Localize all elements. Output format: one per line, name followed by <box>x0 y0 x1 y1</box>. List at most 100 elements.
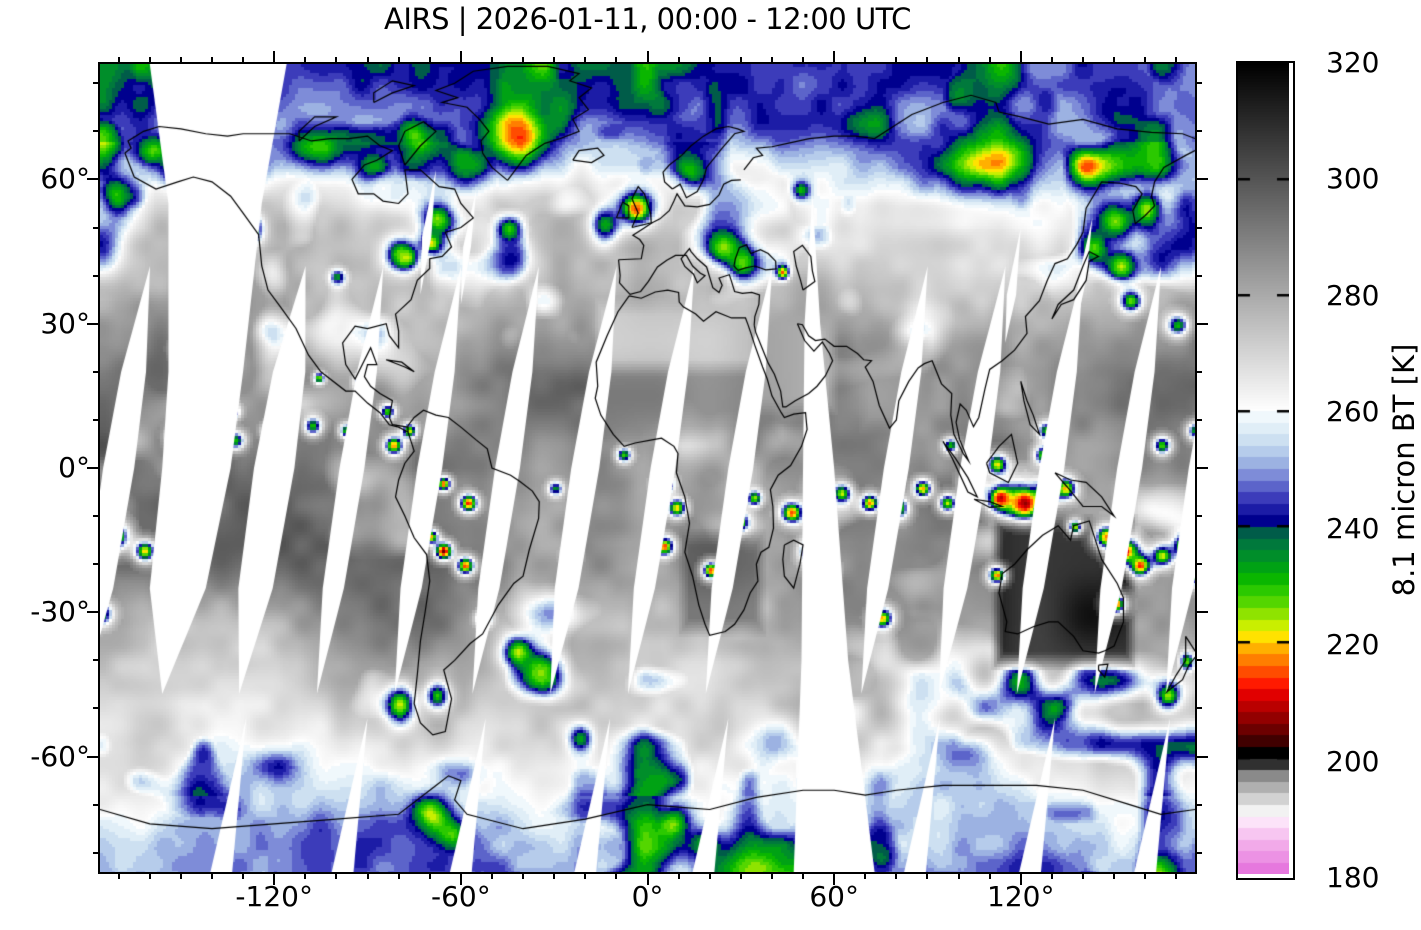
y-tick <box>93 418 100 421</box>
x-tick <box>117 872 120 879</box>
y-tick <box>93 851 100 854</box>
x-tick-top <box>1082 57 1084 64</box>
x-tick <box>335 872 338 879</box>
x-tick-top <box>708 57 711 64</box>
x-tick-top <box>304 57 307 64</box>
colorbar-frame <box>1236 61 1295 880</box>
y-tick <box>93 563 100 566</box>
x-tick-label: 0° <box>631 880 664 913</box>
y-tick <box>87 322 100 325</box>
y-tick <box>87 755 100 758</box>
x-tick-top <box>179 57 182 64</box>
x-tick <box>1050 872 1053 879</box>
x-tick <box>1175 872 1178 879</box>
x-tick <box>584 872 587 879</box>
x-tick <box>490 872 493 879</box>
y-tick-right <box>1195 322 1208 325</box>
x-tick-top <box>864 57 867 64</box>
x-tick <box>957 872 960 879</box>
x-tick-top <box>770 57 773 64</box>
x-tick <box>1019 872 1022 885</box>
x-tick-top <box>1175 57 1178 64</box>
x-tick-top <box>428 57 431 64</box>
colorbar-tick-label: 180 <box>1326 861 1380 894</box>
y-tick <box>87 178 100 181</box>
x-tick-top <box>833 51 836 64</box>
y-tick-right <box>1195 707 1202 710</box>
colorbar-tick-label: 260 <box>1326 395 1380 429</box>
x-tick <box>926 872 929 879</box>
y-tick-right <box>1195 611 1208 614</box>
x-tick-top <box>584 57 587 64</box>
y-tick-label: 30° <box>40 306 90 340</box>
x-tick-top <box>1050 57 1053 64</box>
colorbar-tick-label: 200 <box>1326 744 1380 778</box>
x-tick-top <box>335 57 338 64</box>
y-tick <box>93 370 100 373</box>
x-tick-label: 60° <box>809 880 859 913</box>
x-tick-top <box>957 57 960 64</box>
x-tick <box>895 872 898 879</box>
y-tick <box>93 130 100 133</box>
y-tick-right <box>1195 130 1202 133</box>
x-tick <box>210 872 213 879</box>
x-tick-top <box>553 57 556 64</box>
x-tick <box>802 872 805 879</box>
y-tick-right <box>1195 274 1202 277</box>
colorbar-tick-label: 220 <box>1326 628 1380 662</box>
x-tick-top <box>117 57 120 64</box>
x-tick <box>677 872 680 879</box>
y-tick-right <box>1195 82 1202 85</box>
x-tick-top <box>1113 57 1116 64</box>
x-tick-top <box>895 57 898 64</box>
x-tick <box>397 872 400 879</box>
x-tick <box>273 872 276 885</box>
y-tick-right <box>1195 515 1202 518</box>
x-tick <box>864 872 867 879</box>
x-tick <box>646 872 649 885</box>
colorbar-canvas <box>1238 63 1289 874</box>
x-tick-top <box>210 57 213 64</box>
x-tick <box>770 872 773 879</box>
x-tick-label: -60° <box>430 880 491 913</box>
x-tick-top <box>988 57 991 64</box>
colorbar-tick-label: 300 <box>1326 162 1380 196</box>
x-tick-top <box>739 57 742 64</box>
x-tick <box>739 872 742 879</box>
y-tick <box>87 467 100 469</box>
y-tick <box>93 803 100 806</box>
x-tick-top <box>926 57 929 64</box>
x-tick-top <box>148 57 151 64</box>
x-tick-top <box>459 51 462 64</box>
x-tick <box>833 872 836 885</box>
colorbar-label: 8.1 micron BT [K] <box>1387 343 1421 597</box>
x-tick-top <box>397 57 400 64</box>
y-tick <box>93 274 100 277</box>
x-tick <box>428 872 431 879</box>
y-tick <box>93 226 100 229</box>
y-tick <box>93 82 100 85</box>
x-tick-top <box>1019 51 1022 64</box>
y-tick <box>93 515 100 518</box>
y-tick-right <box>1195 755 1208 758</box>
y-tick-right <box>1195 178 1208 181</box>
y-tick-right <box>1195 370 1202 373</box>
map-canvas <box>100 64 1195 872</box>
x-tick-top <box>366 57 369 64</box>
x-tick <box>1144 872 1147 879</box>
x-tick <box>1113 872 1116 879</box>
x-tick <box>366 872 369 879</box>
y-tick-right <box>1195 418 1202 421</box>
x-tick-top <box>490 57 493 64</box>
y-tick <box>93 659 100 662</box>
x-tick-top <box>646 51 649 64</box>
x-tick-top <box>1144 57 1147 64</box>
chart-title: AIRS | 2026-01-11, 00:00 - 12:00 UTC <box>384 2 911 36</box>
colorbar-tick-label: 320 <box>1326 46 1380 79</box>
x-tick-top <box>615 57 618 64</box>
x-tick-top <box>242 57 245 64</box>
x-tick <box>522 872 525 879</box>
y-tick <box>93 707 100 710</box>
y-tick-label: -30° <box>30 595 90 629</box>
